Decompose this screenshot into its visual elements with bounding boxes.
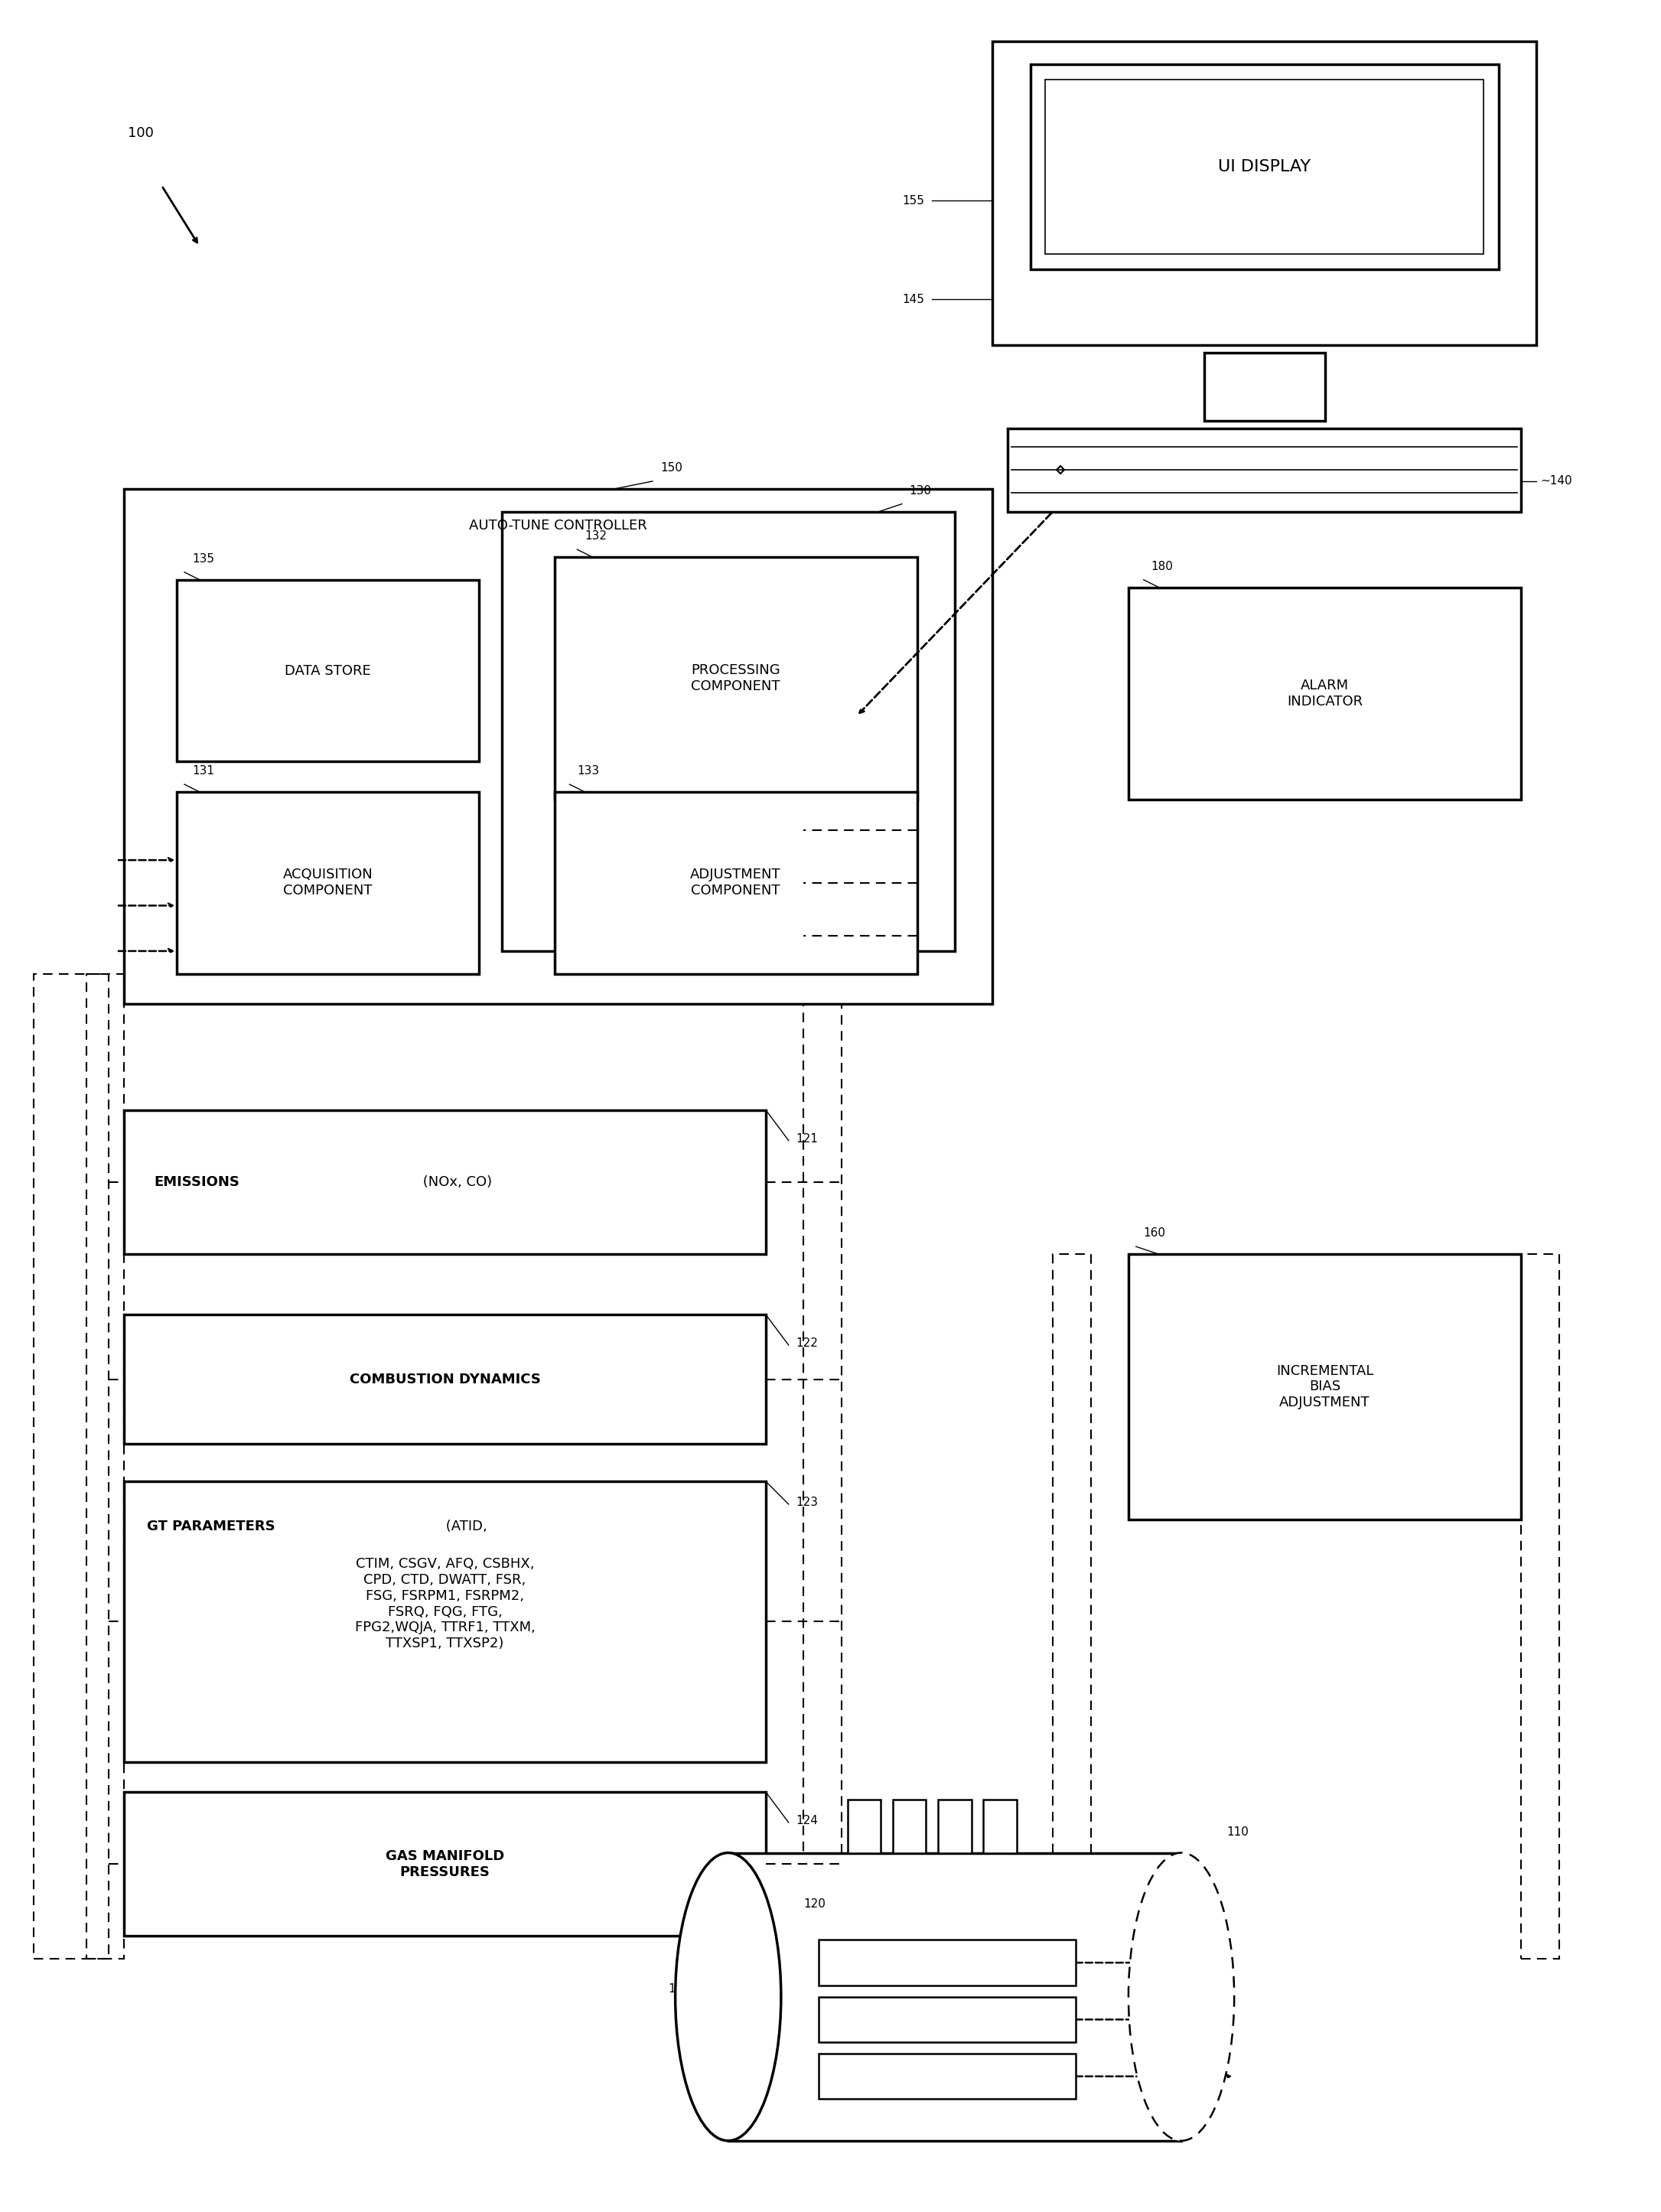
Bar xyxy=(1128,588,1521,799)
Text: 132: 132 xyxy=(585,531,606,542)
Text: ADJUSTMENT
COMPONENT: ADJUSTMENT COMPONENT xyxy=(691,867,781,898)
Text: AUTO-TUNE CONTROLLER: AUTO-TUNE CONTROLLER xyxy=(468,520,648,533)
Text: 123: 123 xyxy=(796,1498,819,1509)
Text: 135: 135 xyxy=(193,553,214,564)
Text: INCREMENTAL
BIAS
ADJUSTMENT: INCREMENTAL BIAS ADJUSTMENT xyxy=(1276,1365,1374,1409)
Text: (NOx, CO): (NOx, CO) xyxy=(419,1175,492,1190)
Bar xyxy=(1521,1254,1560,1960)
Text: CTIM, CSGV, AFQ, CSBHX,
CPD, CTD, DWATT, FSR,
FSG, FSRPM1, FSRPM2,
FSRQ, FQG, FT: CTIM, CSGV, AFQ, CSBHX, CPD, CTD, DWATT,… xyxy=(355,1557,535,1650)
Bar xyxy=(938,1801,972,1854)
Text: ~140: ~140 xyxy=(1540,476,1571,487)
Text: ACQUISITION
COMPONENT: ACQUISITION COMPONENT xyxy=(282,867,374,898)
Text: 180: 180 xyxy=(1151,560,1173,573)
Bar xyxy=(1053,1254,1091,1960)
Text: 145: 145 xyxy=(902,294,925,305)
Text: (ATID,: (ATID, xyxy=(442,1520,487,1533)
Text: 150: 150 xyxy=(659,462,683,473)
Text: 120: 120 xyxy=(804,1898,826,1909)
Text: GT PARAMETERS: GT PARAMETERS xyxy=(146,1520,274,1533)
Text: 124: 124 xyxy=(796,1814,819,1827)
Bar xyxy=(125,1110,766,1254)
Text: PROCESSING
COMPONENT: PROCESSING COMPONENT xyxy=(691,664,781,692)
Bar xyxy=(1030,64,1498,270)
Bar xyxy=(125,489,993,1004)
Text: 155: 155 xyxy=(902,195,925,206)
Bar xyxy=(1008,429,1521,511)
Bar xyxy=(728,1854,1181,2141)
Text: 122: 122 xyxy=(796,1338,819,1349)
Text: 121: 121 xyxy=(796,1133,819,1144)
Text: EMISSIONS: EMISSIONS xyxy=(154,1175,239,1190)
Text: 133: 133 xyxy=(576,765,600,776)
Bar xyxy=(502,511,955,951)
Bar xyxy=(804,973,842,1960)
Text: 100: 100 xyxy=(128,126,153,139)
Bar xyxy=(555,792,917,973)
Bar xyxy=(176,580,478,761)
Text: 131: 131 xyxy=(193,765,214,776)
Text: 130: 130 xyxy=(910,484,932,495)
Bar xyxy=(555,557,917,799)
Text: COMBUSTION DYNAMICS: COMBUSTION DYNAMICS xyxy=(349,1371,540,1387)
Text: 110: 110 xyxy=(1227,1827,1249,1838)
Bar xyxy=(125,1314,766,1444)
Ellipse shape xyxy=(676,1854,781,2141)
Text: DATA STORE: DATA STORE xyxy=(284,664,370,677)
Ellipse shape xyxy=(1128,1854,1234,2141)
Text: ALARM
INDICATOR: ALARM INDICATOR xyxy=(1287,679,1362,708)
Bar xyxy=(1477,250,1518,276)
Bar xyxy=(1204,352,1325,420)
Bar xyxy=(86,973,125,1960)
Bar xyxy=(1045,80,1483,254)
Bar xyxy=(125,1792,766,1936)
Text: UI DISPLAY: UI DISPLAY xyxy=(1218,159,1311,175)
Bar xyxy=(983,1801,1017,1854)
Bar xyxy=(176,792,478,973)
Text: 160: 160 xyxy=(1143,1228,1166,1239)
Bar xyxy=(33,973,110,1960)
Text: 115: 115 xyxy=(668,1984,691,1995)
Bar xyxy=(1128,1254,1521,1520)
Bar xyxy=(894,1801,927,1854)
Bar xyxy=(993,42,1536,345)
Bar xyxy=(819,1997,1076,2042)
Text: GAS MANIFOLD
PRESSURES: GAS MANIFOLD PRESSURES xyxy=(385,1849,505,1878)
Bar xyxy=(819,1940,1076,1986)
Bar xyxy=(819,2053,1076,2099)
Bar xyxy=(125,1482,766,1763)
Bar xyxy=(847,1801,880,1854)
